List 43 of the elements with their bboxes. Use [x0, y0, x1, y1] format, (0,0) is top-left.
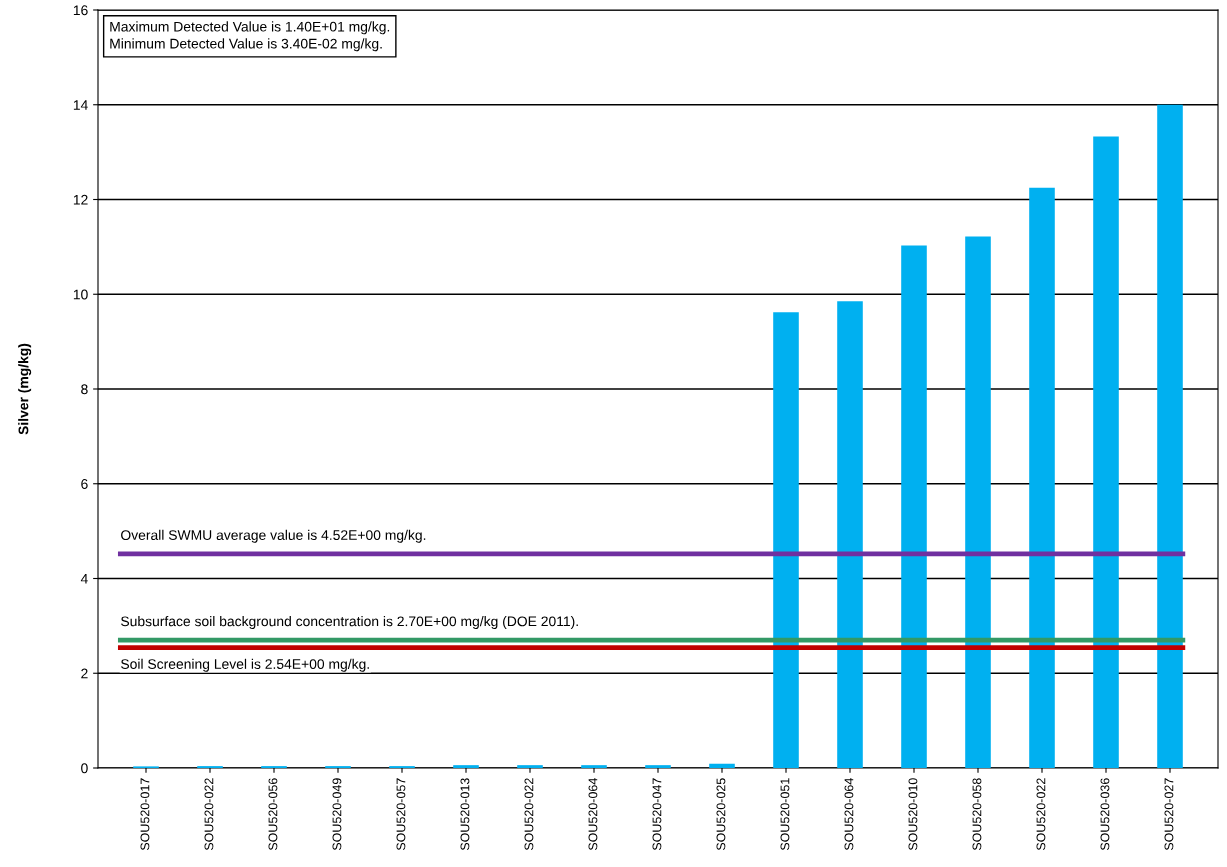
bar — [1029, 187, 1055, 768]
x-tick-label: SOU520-058 — [972, 778, 982, 851]
y-tick-label: 8 — [81, 384, 88, 395]
x-tick-label: SOU520-056 — [268, 778, 278, 851]
y-tick-label: 12 — [73, 194, 88, 205]
bar — [709, 763, 735, 768]
x-tick-label: SOU520-036 — [1100, 778, 1110, 851]
ref-line-label: Soil Screening Level is 2.54E+00 mg/kg. — [121, 658, 369, 672]
y-tick-label: 4 — [80, 573, 88, 584]
x-tick-label: SOU520-049 — [332, 778, 342, 851]
ref-line-label: Overall SWMU average value is 4.52E+00 mg/kg. — [121, 529, 426, 543]
bar — [901, 245, 927, 768]
x-tick-label: SOU520-057 — [396, 778, 406, 851]
y-tick-label: 2 — [81, 668, 88, 679]
bar — [965, 236, 991, 768]
bar — [773, 312, 799, 768]
x-tick-label: SOU520-022 — [524, 778, 534, 851]
x-tick-label: SOU520-022 — [1036, 778, 1046, 851]
x-tick-label: SOU520-013 — [460, 778, 470, 851]
ref-line-label: Subsurface soil background concentration is 2.70E+00 mg/kg (DOE 2011). — [121, 616, 578, 629]
x-tick-label: SOU520-047 — [652, 778, 662, 851]
bar — [453, 765, 479, 768]
x-tick-label: SOU520-027 — [1164, 778, 1174, 851]
x-tick-label: SOU520-025 — [716, 778, 726, 851]
bar — [645, 765, 671, 768]
bar — [1157, 104, 1183, 768]
y-tick-label: 16 — [73, 5, 88, 16]
y-axis-title: Silver (mg/kg) — [18, 343, 32, 435]
x-tick-label: SOU520-064 — [588, 778, 598, 851]
y-tick-label: 0 — [81, 763, 88, 774]
x-tick-label: SOU520-022 — [204, 778, 214, 851]
y-tick-label: 10 — [73, 289, 88, 300]
y-tick-label: 6 — [81, 479, 88, 489]
annotation: Maximum Detected Value is 1.40E+01 mg/kg. Minimum Detected Value is 3.40E-02 mg/kg. — [110, 21, 390, 52]
bar — [1093, 136, 1119, 768]
x-tick-label: SOU520-051 — [780, 778, 790, 851]
x-tick-label: SOU520-064 — [844, 778, 854, 851]
bar — [581, 765, 607, 768]
y-tick-label: 14 — [73, 100, 88, 110]
x-tick-label: SOU520-017 — [140, 778, 150, 851]
x-tick-label: SOU520-010 — [908, 778, 918, 851]
bar — [517, 765, 543, 768]
bar — [837, 301, 863, 768]
